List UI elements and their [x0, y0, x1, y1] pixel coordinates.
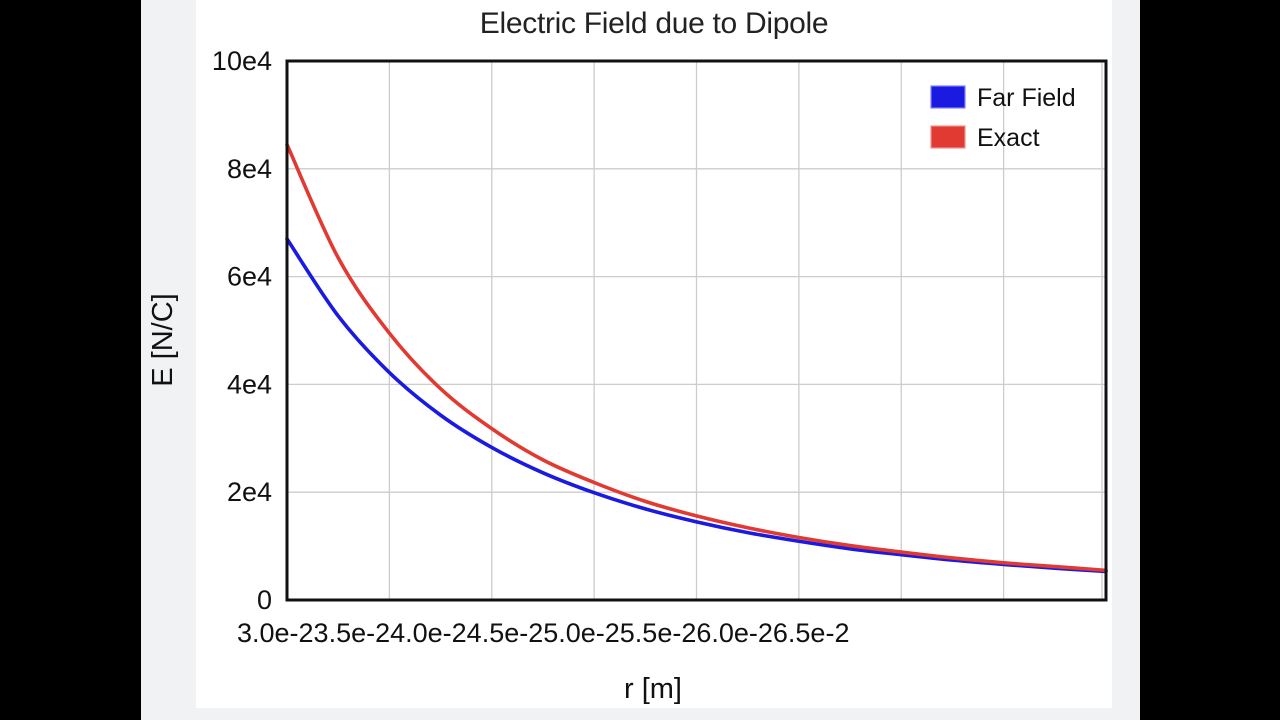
y-tick-label: 6e4: [227, 262, 272, 292]
series-line-exact: [285, 142, 1108, 573]
y-tick-label: 8e4: [227, 154, 272, 184]
y-tick-label: 4e4: [227, 369, 272, 399]
legend-swatch-far-field: [930, 85, 966, 109]
y-tick-label: 2e4: [227, 477, 272, 507]
legend-swatch-exact: [930, 125, 966, 149]
grid-layer: [286, 60, 1106, 601]
x-axis-label: r [m]: [624, 673, 682, 705]
legend-label-exact: Exact: [977, 124, 1040, 152]
y-axis-label: E [N/C]: [147, 293, 179, 386]
legend: Far Field Exact: [930, 84, 1076, 152]
x-tick-labels: 3.0e-23.5e-24.0e-24.5e-25.0e-25.5e-26.0e…: [237, 618, 849, 648]
legend-label-far-field: Far Field: [977, 84, 1076, 112]
plot-frame: [285, 59, 1108, 602]
y-tick-label: 10e4: [212, 46, 272, 76]
chart-background: [196, 0, 1112, 708]
y-tick-labels: 0 2e4 4e4 6e4 8e4 10e4: [212, 46, 272, 615]
series-layer: [285, 142, 1108, 574]
chart-title: Electric Field due to Dipole: [480, 7, 828, 40]
series-line-far-field: [285, 237, 1108, 574]
y-tick-label: 0: [257, 585, 272, 615]
